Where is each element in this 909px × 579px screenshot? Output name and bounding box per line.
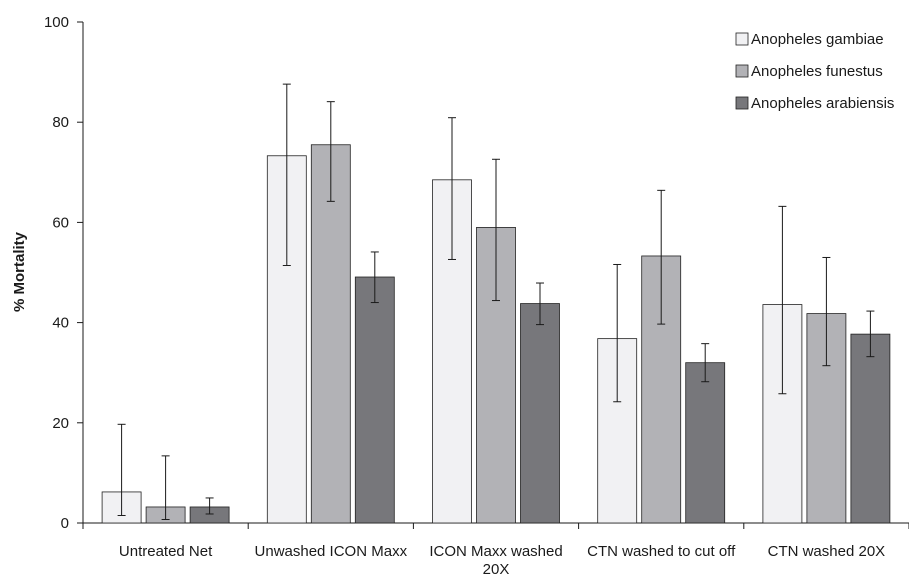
bar	[310, 144, 351, 524]
bar	[354, 276, 395, 524]
legend-label: Anopheles gambiae	[751, 31, 884, 48]
y-tick-label: 100	[44, 14, 69, 31]
legend-label: Anopheles arabiensis	[751, 95, 894, 112]
legend-swatch	[735, 32, 749, 46]
category-label: CTN washed to cut off	[587, 543, 736, 560]
y-tick-label: 80	[52, 114, 69, 131]
y-axis-label: % Mortality	[11, 231, 28, 312]
category-label-line: Unwashed ICON Maxx	[255, 543, 408, 560]
legend-swatch	[735, 64, 749, 78]
legend-swatch	[735, 96, 749, 110]
category-label-line: 20X	[483, 561, 510, 578]
legend: Anopheles gambiae Anopheles funestus Anoph…	[735, 31, 894, 112]
category-label: ICON Maxx washed 20X	[429, 543, 562, 578]
bar	[520, 303, 560, 524]
category-label-line: ICON Maxx washed	[429, 543, 562, 560]
y-tick-label: 20	[52, 415, 69, 432]
category-label-line: CTN washed 20X	[768, 543, 886, 560]
y-tick-label: 60	[52, 214, 69, 231]
y-tick-label: 40	[52, 315, 69, 332]
category-label-line: Untreated Net	[119, 543, 213, 560]
bar	[850, 333, 891, 524]
y-tick-label: 0	[61, 515, 69, 532]
category-label: Unwashed ICON Maxx	[255, 543, 408, 560]
bar	[685, 362, 726, 524]
category-label: CTN washed 20X	[768, 543, 886, 560]
plot-area: 0 20 40 60 80 100 Untreated Net Unwashed ICON M…	[44, 14, 909, 578]
category-label-line: CTN washed to cut off	[587, 543, 736, 560]
category-label: Untreated Net	[119, 543, 213, 560]
legend-label: Anopheles funestus	[751, 63, 883, 80]
